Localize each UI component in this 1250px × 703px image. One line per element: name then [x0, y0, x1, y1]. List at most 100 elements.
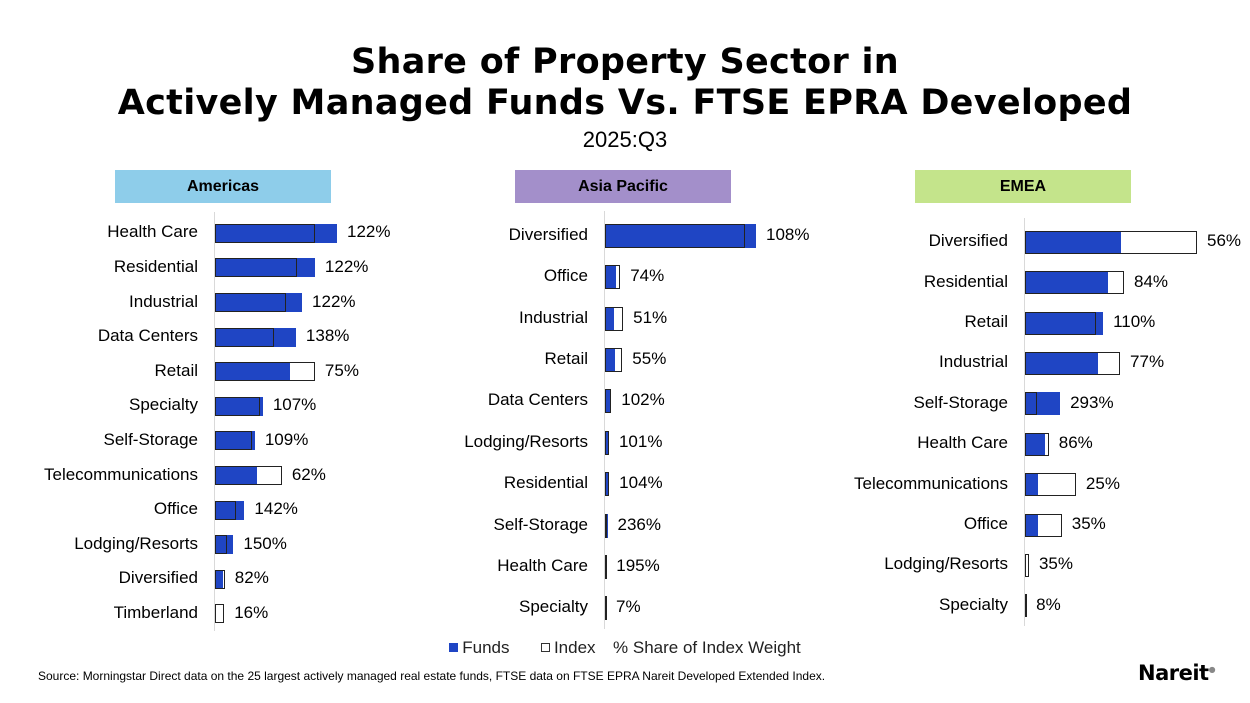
index-bar [1025, 513, 1062, 537]
data-label: 122% [347, 222, 391, 242]
category-label: Lodging/Resorts [884, 554, 1008, 574]
category-label: Retail [544, 348, 588, 368]
category-label: Retail [154, 360, 198, 380]
category-label: Self-Storage [493, 514, 589, 534]
data-label: 86% [1058, 433, 1093, 453]
data-label: 109% [264, 429, 309, 449]
axis-line [604, 211, 605, 629]
data-label: 7% [616, 597, 641, 617]
index-bar [1025, 230, 1197, 254]
category-label: Health Care [497, 555, 588, 575]
data-label: 56% [1207, 231, 1242, 251]
category-label: Office [543, 266, 588, 286]
funds-bar [1025, 230, 1122, 254]
funds-bar [1025, 513, 1038, 537]
funds-bar [1025, 392, 1061, 416]
data-label: 35% [1071, 514, 1106, 533]
index-bar [1025, 473, 1076, 497]
index-bar [215, 293, 287, 312]
legend-funds-swatch [449, 643, 459, 653]
index-bar [1025, 351, 1121, 375]
data-label: 142% [254, 499, 298, 519]
funds-bar [215, 223, 337, 243]
category-label: Retail [964, 312, 1008, 331]
index-bar [605, 347, 623, 372]
funds-bar [1025, 351, 1098, 375]
category-label: Data Centers [487, 390, 588, 410]
category-label: Self-Storage [103, 429, 199, 449]
axis-line [214, 212, 215, 632]
funds-bar [215, 535, 234, 555]
data-label: 122% [324, 256, 369, 276]
data-label: 82% [234, 568, 269, 588]
category-label: Telecommunications [853, 473, 1008, 493]
data-label: 25% [1085, 473, 1120, 493]
category-label: Lodging/Resorts [74, 533, 198, 553]
category-label: Specialty [129, 395, 198, 415]
legend-note: % Share of Index Weight [613, 637, 801, 657]
data-label: 195% [616, 555, 660, 575]
index-bar [215, 569, 225, 589]
funds-bar [605, 389, 612, 414]
axis-line [1024, 218, 1025, 626]
funds-bar [215, 569, 223, 589]
funds-bar [215, 466, 257, 485]
funds-bar [215, 258, 315, 278]
category-label: Health Care [917, 433, 1008, 453]
data-label: 108% [766, 224, 810, 244]
index-bar [215, 223, 315, 243]
category-label: Telecommunications [43, 464, 198, 484]
funds-bar [605, 223, 756, 248]
index-bar [1025, 432, 1049, 456]
data-label: 75% [324, 360, 359, 380]
category-label: Data Centers [97, 326, 198, 346]
data-label: 8% [1036, 594, 1061, 614]
category-label: Specialty [519, 597, 588, 617]
funds-bar [605, 306, 615, 331]
index-bar [605, 306, 624, 331]
legend-funds-label: Funds [462, 637, 510, 657]
category-label: Industrial [129, 291, 198, 311]
category-label: Office [963, 514, 1008, 533]
funds-bar [215, 293, 303, 312]
legend-index-swatch [540, 643, 550, 653]
data-label: 104% [619, 473, 663, 493]
panel-header-asia-pacific: Asia Pacific [515, 170, 731, 203]
funds-bar [1025, 311, 1104, 335]
chart-title-line1: Share of Property Sector in [350, 42, 900, 82]
category-label: Diversified [508, 224, 588, 244]
panel-header-emea: EMEA [915, 170, 1131, 203]
data-label: 62% [291, 464, 326, 484]
data-label: 74% [630, 266, 665, 286]
funds-bar [605, 472, 610, 497]
data-label: 110% [1113, 312, 1156, 331]
index-bar [605, 596, 607, 621]
index-bar [605, 513, 607, 538]
data-label: 77% [1130, 352, 1165, 372]
funds-bar [1025, 432, 1046, 456]
index-bar [215, 431, 252, 451]
panel-header-americas: Americas [115, 170, 331, 203]
data-label: 236% [617, 514, 661, 534]
index-bar [215, 258, 298, 278]
data-label: 107% [272, 395, 317, 415]
nareit-logo: Nareit● [1138, 661, 1216, 685]
funds-bar [215, 327, 296, 347]
category-label: Lodging/Resorts [464, 431, 588, 451]
funds-bar [1025, 473, 1038, 497]
funds-bar [215, 431, 255, 451]
category-label: Residential [923, 271, 1008, 291]
index-bar-fill [215, 604, 225, 624]
index-bar [1025, 553, 1029, 577]
legend: Funds Index % Share of Index Weight [0, 637, 1250, 658]
funds-bar [1025, 271, 1109, 295]
funds-bar [605, 430, 609, 455]
funds-bar [215, 500, 245, 520]
data-label: 35% [1038, 554, 1073, 574]
legend-index-label: Index [553, 637, 596, 657]
data-label: 102% [621, 390, 665, 410]
index-bar [215, 604, 225, 624]
category-label: Health Care [107, 222, 198, 242]
data-label: 51% [633, 307, 668, 327]
data-label: 101% [618, 431, 663, 451]
